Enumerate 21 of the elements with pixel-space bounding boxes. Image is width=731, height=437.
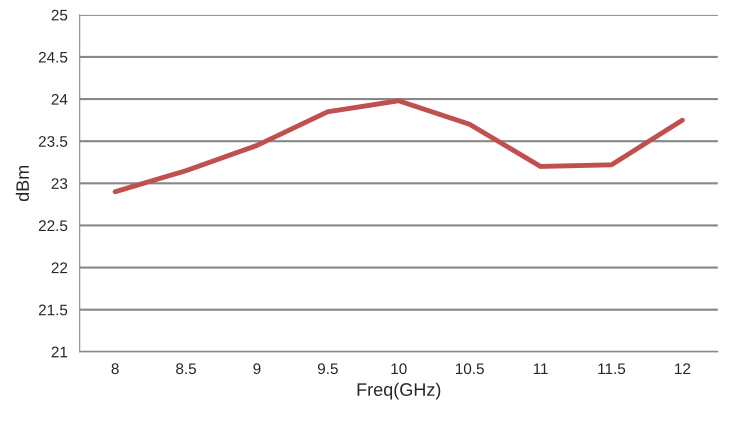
x-tick-label: 10	[391, 363, 407, 374]
x-axis-title: Freq(GHz)	[358, 382, 440, 400]
x-tick-label: 12	[675, 363, 690, 374]
text: 22.5	[38, 220, 68, 232]
x-tick-label: 11.5	[598, 363, 626, 374]
x-tick-label: 9	[253, 363, 260, 374]
x-tick-label: 11	[534, 363, 548, 374]
x-tick-label: 9.5	[318, 363, 338, 374]
x-tick-label: 8.5	[176, 363, 196, 374]
y-tick-label: 25	[52, 10, 68, 21]
text: 24.5	[38, 52, 68, 63]
y-tick-label: 22	[52, 262, 68, 274]
line-series	[112, 98, 685, 194]
y-tick-label: 23	[52, 178, 68, 190]
x-tick-label: 10.5	[456, 363, 484, 374]
y-tick-label: 24	[52, 94, 68, 105]
y-axis-title: dBm	[16, 166, 30, 202]
text: 21.5	[38, 304, 68, 316]
text: 23.5	[38, 136, 68, 147]
x-tick-label: 8	[112, 363, 119, 374]
y-tick-label: 21	[52, 346, 68, 358]
